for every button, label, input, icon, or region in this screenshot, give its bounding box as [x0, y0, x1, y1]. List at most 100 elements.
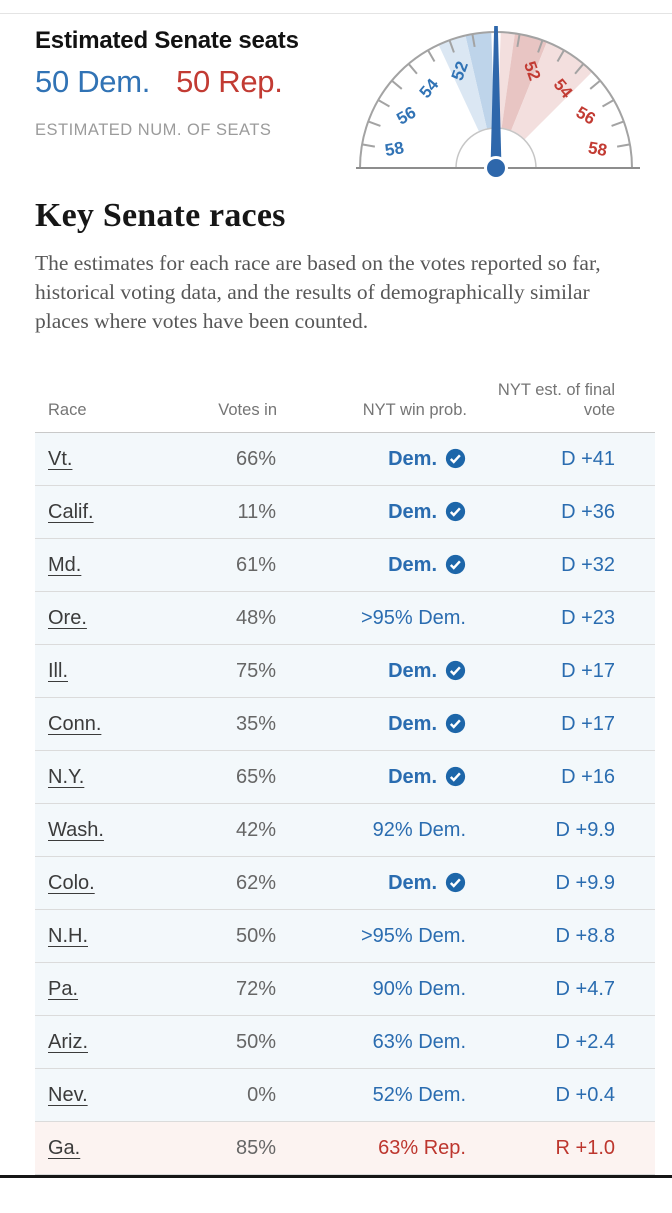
race-link[interactable]: Conn.	[48, 712, 102, 735]
race-link[interactable]: Colo.	[48, 871, 95, 894]
table-row: Md. 61% Dem. D +32	[35, 538, 655, 592]
votes-in-cell: 61%	[170, 538, 277, 592]
win-prob-cell: 90% Dem.	[277, 962, 467, 1016]
est-final-vote-value: D +4.7	[555, 977, 615, 1000]
votes-in-cell: 0%	[170, 1068, 277, 1122]
table-header-row: Race Votes in NYT win prob. NYT est. of …	[35, 376, 655, 433]
est-final-vote-value: R +1.0	[555, 1136, 615, 1159]
votes-in-cell: 50%	[170, 1015, 277, 1069]
gauge-band-dem	[465, 32, 495, 130]
est-final-vote-value: D +32	[561, 553, 615, 576]
check-circle-icon	[445, 660, 466, 680]
table-row: Pa. 72% 90% Dem. D +4.7	[35, 962, 655, 1016]
race-link[interactable]: Ariz.	[48, 1030, 88, 1053]
gauge-band-rep	[510, 41, 593, 140]
gauge-tick	[377, 99, 390, 108]
est-final-vote-value: D +17	[561, 712, 615, 735]
key-races-section: Key Senate races The estimates for each …	[35, 197, 634, 336]
race-link[interactable]: Calif.	[48, 500, 94, 523]
est-final-vote-value: D +9.9	[555, 818, 615, 841]
gauge-tick	[602, 99, 615, 108]
win-prob-cell: 63% Rep.	[277, 1121, 467, 1175]
est-final-vote-cell: D +23	[467, 591, 655, 645]
race-link[interactable]: Vt.	[48, 447, 73, 470]
win-prob-value: Dem.	[388, 765, 437, 788]
race-link[interactable]: Nev.	[48, 1083, 88, 1106]
race-link[interactable]: Ore.	[48, 606, 87, 629]
est-final-vote-value: D +8.8	[555, 924, 615, 947]
win-prob-value: 92% Dem.	[372, 818, 466, 841]
est-final-vote-cell: D +32	[467, 538, 655, 592]
win-prob-cell: Dem.	[277, 485, 467, 539]
win-prob-cell: Dem.	[277, 697, 467, 751]
gauge-tick	[448, 39, 455, 53]
race-link[interactable]: Md.	[48, 553, 82, 576]
gauge-tick	[616, 143, 631, 148]
gauge-tick	[427, 49, 436, 62]
estimated-seats-title: Estimated Senate seats	[35, 27, 299, 54]
race-link[interactable]: Wash.	[48, 818, 104, 841]
table-row: Colo. 62% Dem. D +9.9	[35, 856, 655, 910]
check-circle-icon	[445, 448, 466, 468]
gauge-tick-label: 56	[573, 103, 599, 129]
check-circle-icon	[445, 872, 466, 892]
table-row: Ill. 75% Dem. D +17	[35, 644, 655, 698]
table-body: Vt. 66% Dem. D +41 Calif. 11% Dem. D +36 Md. 61% D…	[35, 432, 655, 1175]
gauge-needle-hub	[484, 156, 508, 180]
win-prob-value: Dem.	[388, 447, 437, 470]
seat-totals: 50 Dem. 50 Rep.	[35, 64, 672, 100]
race-link[interactable]: N.Y.	[48, 765, 85, 788]
race-cell: Ore.	[35, 591, 170, 645]
votes-in-cell: 72%	[170, 962, 277, 1016]
rep-seat-total: 50 Rep.	[176, 64, 283, 99]
check-circle-icon	[445, 501, 466, 521]
race-cell: Md.	[35, 538, 170, 592]
key-races-table: Race Votes in NYT win prob. NYT est. of …	[35, 376, 655, 1175]
votes-in-cell: 35%	[170, 697, 277, 751]
votes-in-cell: 66%	[170, 432, 277, 486]
win-prob-value: 90% Dem.	[372, 977, 466, 1000]
table-row: Nev. 0% 52% Dem. D +0.4	[35, 1068, 655, 1122]
col-header-win-prob: NYT win prob.	[277, 376, 467, 433]
race-cell: Ill.	[35, 644, 170, 698]
race-cell: Conn.	[35, 697, 170, 751]
votes-in-cell: 75%	[170, 644, 277, 698]
race-link[interactable]: Ill.	[48, 659, 68, 682]
race-cell: Calif.	[35, 485, 170, 539]
gauge-tick	[361, 143, 376, 148]
gauge-needle	[490, 26, 502, 168]
race-cell: Ga.	[35, 1121, 170, 1175]
race-link[interactable]: Pa.	[48, 977, 79, 1000]
top-divider	[0, 13, 672, 14]
race-cell: Vt.	[35, 432, 170, 486]
est-final-vote-value: D +2.4	[555, 1030, 615, 1053]
check-circle-icon	[445, 554, 466, 574]
votes-in-cell: 42%	[170, 803, 277, 857]
gauge-tick	[611, 120, 625, 127]
win-prob-value: 63% Dem.	[372, 1030, 466, 1053]
race-link[interactable]: Ga.	[48, 1136, 81, 1159]
est-final-vote-cell: D +2.4	[467, 1015, 655, 1069]
win-prob-cell: 92% Dem.	[277, 803, 467, 857]
gauge-tick-label: 58	[587, 138, 609, 160]
est-final-vote-value: D +16	[561, 765, 615, 788]
gauge-tick	[367, 120, 381, 127]
table-row: N.H. 50% >95% Dem. D +8.8	[35, 909, 655, 963]
seats-caption: ESTIMATED NUM. OF SEATS	[35, 121, 272, 139]
win-prob-cell: Dem.	[277, 538, 467, 592]
win-prob-value: >95% Dem.	[360, 606, 466, 629]
est-final-vote-value: D +36	[561, 500, 615, 523]
key-races-description: The estimates for each race are based on…	[35, 251, 601, 333]
race-link[interactable]: N.H.	[48, 924, 88, 947]
est-final-vote-cell: D +16	[467, 750, 655, 804]
check-circle-icon	[445, 766, 466, 786]
check-circle-icon	[445, 713, 466, 733]
win-prob-value: Dem.	[388, 871, 437, 894]
votes-in-cell: 50%	[170, 909, 277, 963]
win-prob-cell: 52% Dem.	[277, 1068, 467, 1122]
table-row: N.Y. 65% Dem. D +16	[35, 750, 655, 804]
win-prob-cell: Dem.	[277, 432, 467, 486]
table-row: Ga. 85% 63% Rep. R +1.0	[35, 1121, 655, 1175]
bottom-divider	[0, 1175, 672, 1178]
est-final-vote-cell: D +4.7	[467, 962, 655, 1016]
